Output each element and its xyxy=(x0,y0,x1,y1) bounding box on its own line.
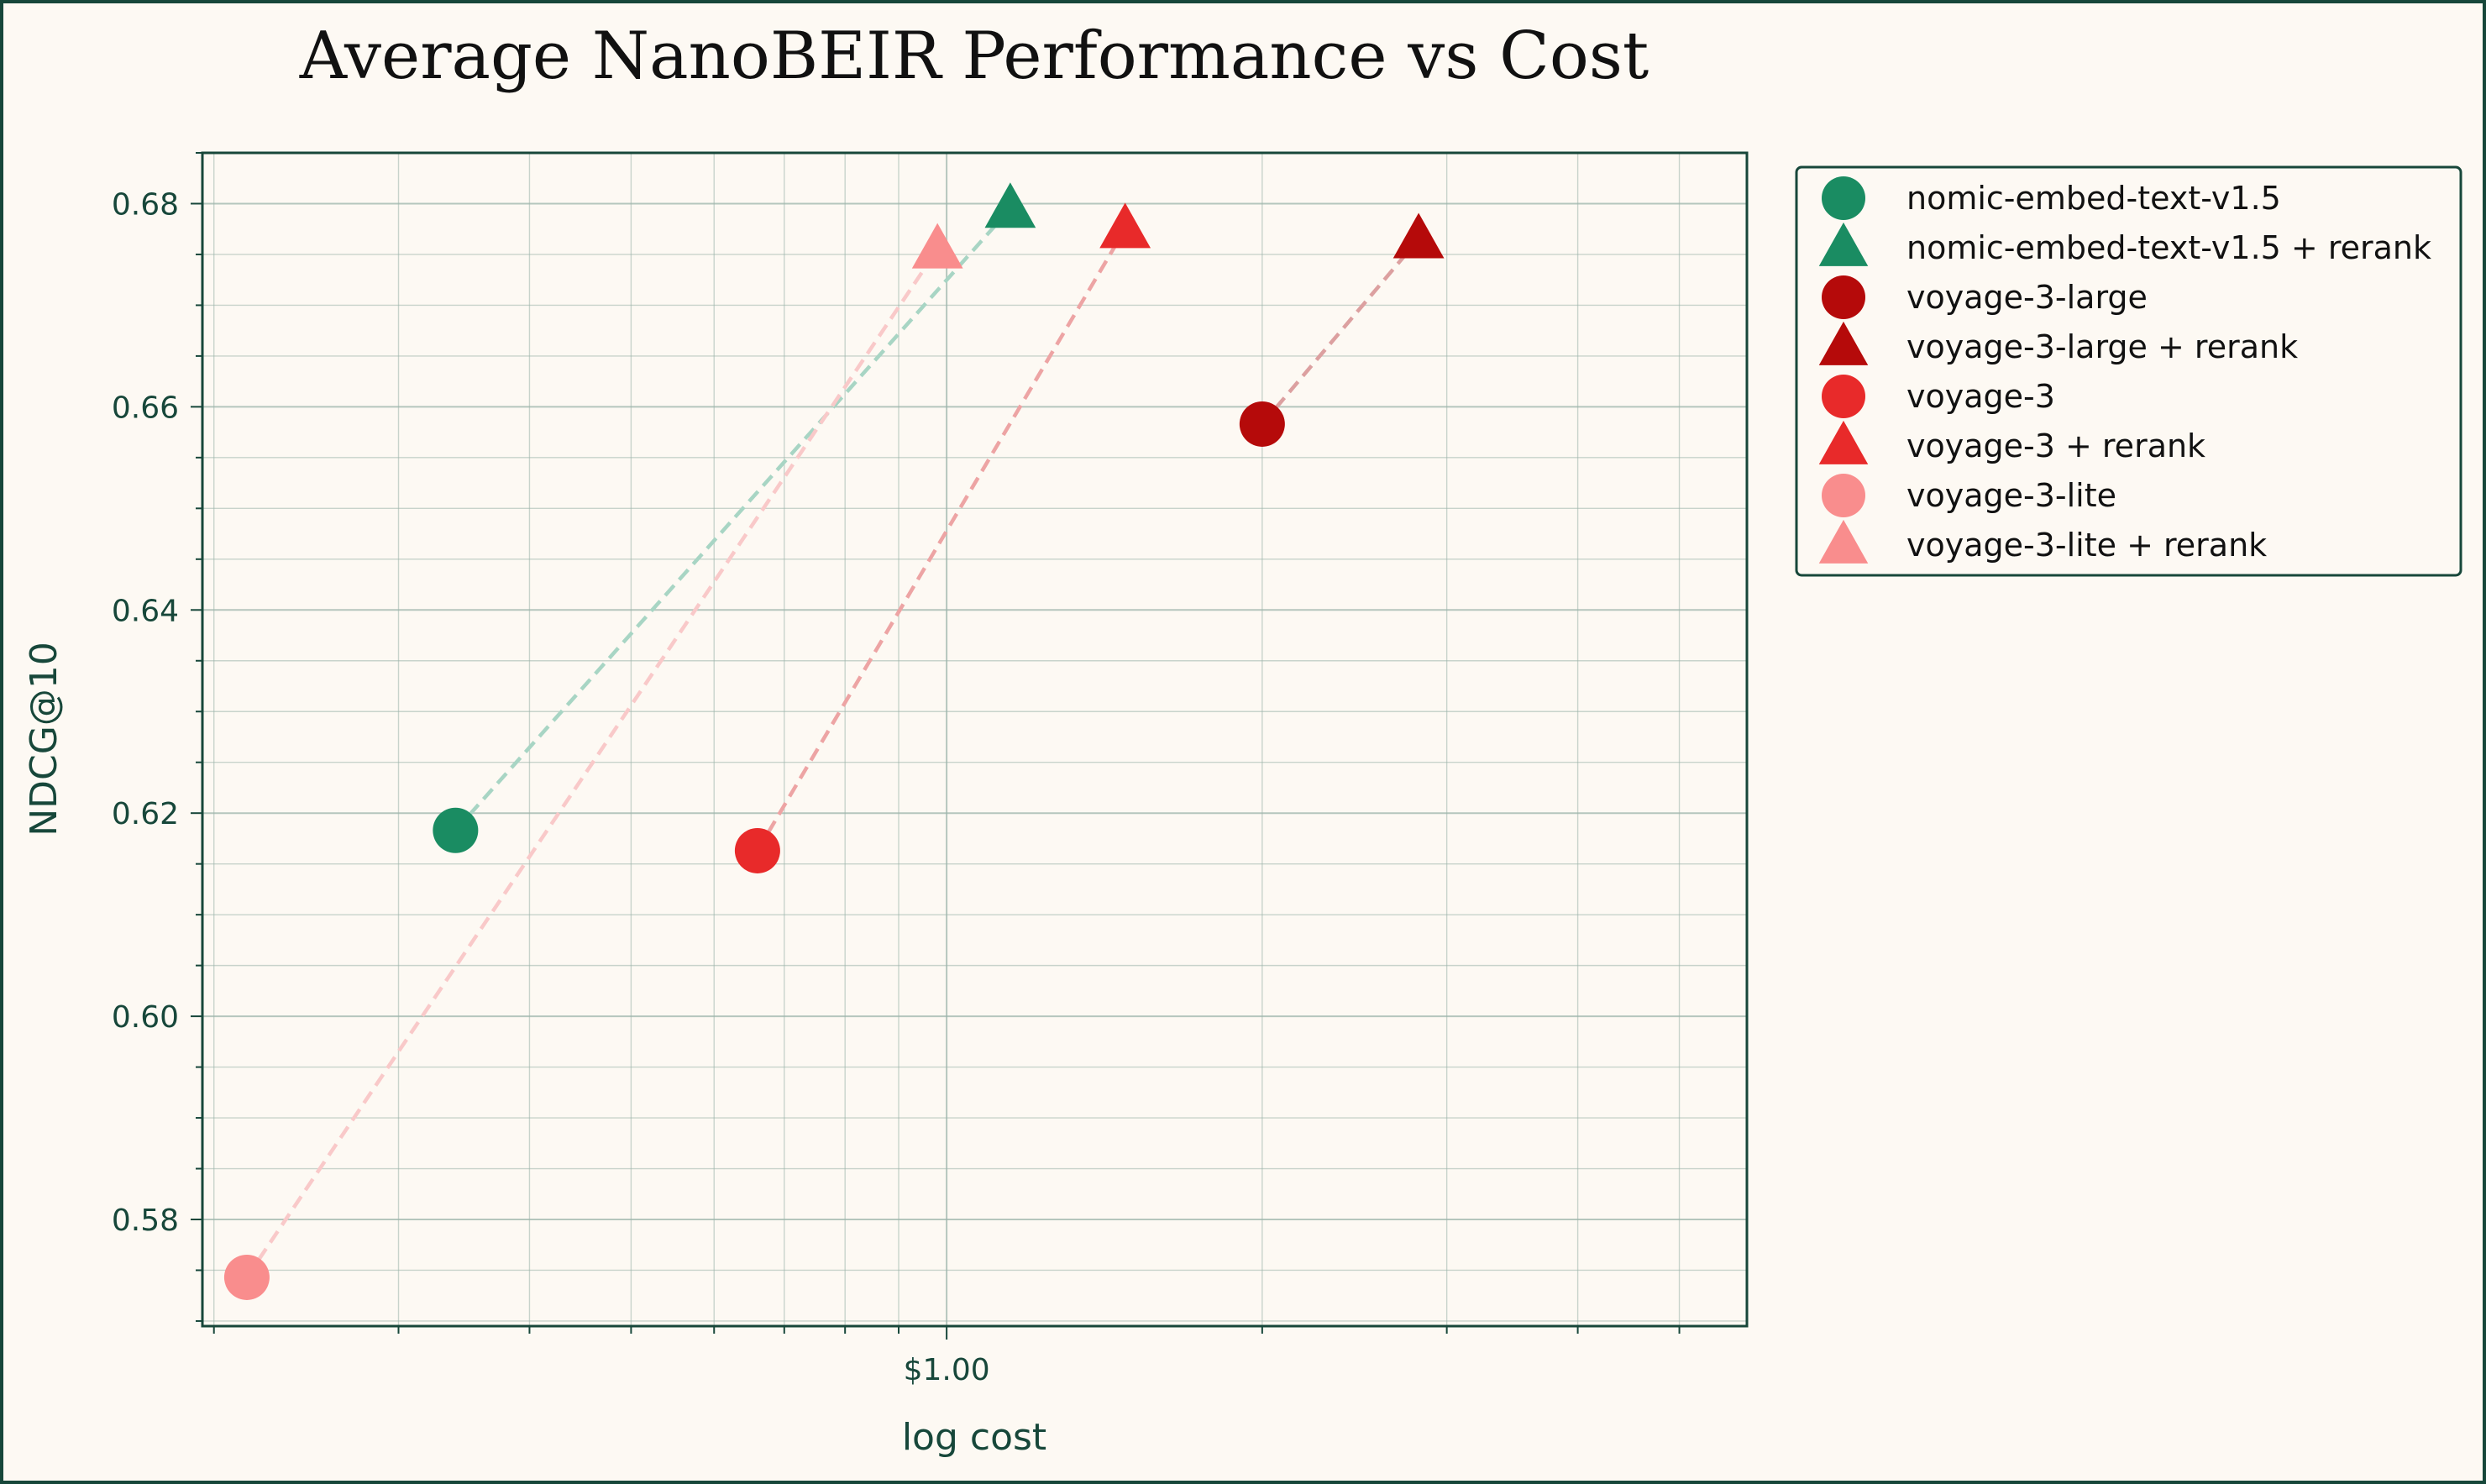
legend-label: voyage-3-large xyxy=(1906,279,2148,316)
legend: nomic-embed-text-v1.5 nomic-embed-text-v1… xyxy=(1795,165,2462,577)
data-point xyxy=(433,807,479,853)
y-tick-label: 0.68 xyxy=(112,187,179,222)
legend-marker xyxy=(1818,519,1869,564)
connection-line xyxy=(245,248,940,1279)
legend-marker xyxy=(1818,420,1869,464)
data-point xyxy=(223,1254,270,1300)
connection-line xyxy=(755,228,1127,852)
legend-marker xyxy=(1822,474,1865,517)
legend-label: voyage-3-large + rerank xyxy=(1906,328,2298,365)
legend-marker xyxy=(1822,176,1865,220)
data-point xyxy=(734,827,780,873)
data-point xyxy=(911,223,963,269)
legend-marker xyxy=(1822,375,1865,418)
plot-area-border xyxy=(201,151,1749,1328)
grid xyxy=(202,152,1747,1326)
y-tick-label: 0.58 xyxy=(112,1203,179,1238)
data-points xyxy=(223,182,1445,1300)
legend-marker xyxy=(1818,222,1869,266)
chart-title: Average NanoBEIR Performance vs Cost xyxy=(299,18,1649,94)
data-point xyxy=(1239,401,1285,447)
y-axis-label: NDCG@10 xyxy=(23,642,66,836)
connection-line xyxy=(1261,238,1420,426)
y-tick-labels: 0.58 0.60 0.62 0.64 0.66 0.68 xyxy=(112,187,179,1238)
x-axis-label: log cost xyxy=(902,1416,1046,1459)
connection-line xyxy=(454,207,1012,832)
x-tick-labels: $1.00 xyxy=(904,1353,990,1387)
legend-box xyxy=(1795,165,2462,577)
y-tick-label: 0.60 xyxy=(112,1000,179,1035)
legend-label: voyage-3 xyxy=(1906,378,2055,415)
legend-items: nomic-embed-text-v1.5 nomic-embed-text-v1… xyxy=(1818,176,2431,564)
connection-lines xyxy=(245,207,1420,1279)
axis-ticks xyxy=(191,152,1681,1340)
legend-label: nomic-embed-text-v1.5 + rerank xyxy=(1906,229,2431,266)
data-point xyxy=(1099,202,1151,249)
data-point xyxy=(984,182,1036,228)
legend-marker xyxy=(1822,275,1865,319)
legend-label: voyage-3 + rerank xyxy=(1906,427,2205,464)
legend-label: nomic-embed-text-v1.5 xyxy=(1906,180,2281,217)
y-tick-label: 0.62 xyxy=(112,797,179,831)
y-tick-label: 0.64 xyxy=(112,594,179,628)
legend-label: voyage-3-lite xyxy=(1906,477,2116,514)
data-point xyxy=(1392,212,1445,259)
y-tick-label: 0.66 xyxy=(112,391,179,425)
legend-label: voyage-3-lite + rerank xyxy=(1906,527,2267,564)
legend-marker xyxy=(1818,321,1869,365)
x-tick-label: $1.00 xyxy=(904,1353,990,1387)
